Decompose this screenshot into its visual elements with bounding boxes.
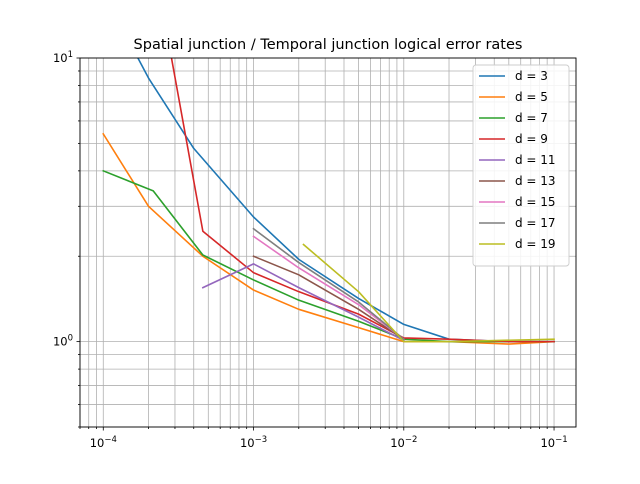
legend-box [472, 64, 570, 267]
y-tick-label: 100 [53, 334, 73, 349]
x-tick-label-base: 10 [390, 436, 405, 450]
y-tick-label-exponent: 0 [68, 334, 73, 344]
x-tick-label: 10−4 [90, 435, 117, 450]
series-line-5 [201, 263, 405, 342]
series-line-7 [252, 235, 405, 341]
series-line-9 [302, 243, 555, 343]
y-tick-label: 101 [53, 50, 73, 65]
x-tick-label: 10−1 [540, 435, 567, 450]
y-tick-label-base: 10 [53, 335, 68, 349]
series-layer [102, 58, 555, 345]
x-tick-label-base: 10 [90, 436, 105, 450]
legend-label-2: d = 5 [515, 90, 548, 104]
legend-label-8: d = 17 [515, 216, 556, 230]
y-tick-label-exponent: 1 [68, 50, 73, 60]
legend-label-3: d = 7 [515, 111, 548, 125]
x-tick-label-exponent: −1 [555, 435, 568, 445]
chart-title: Spatial junction / Temporal junction log… [134, 37, 523, 53]
series-line-8 [252, 227, 405, 341]
legend-label-5: d = 11 [515, 153, 556, 167]
plot-frame [79, 57, 577, 428]
chart-legend: d = 3 d = 5 d = 7 d = 9 d = 11 d = 13 d = 15 d … [472, 64, 570, 267]
x-tick-label: 10−3 [240, 435, 267, 450]
x-tick-label-exponent: −2 [405, 435, 418, 445]
x-tick-label-base: 10 [540, 436, 555, 450]
y-tick-label-base: 10 [53, 51, 68, 65]
x-tick-label-exponent: −3 [255, 435, 268, 445]
legend-label-9: d = 19 [515, 237, 556, 251]
legend-label-4: d = 9 [515, 132, 548, 146]
x-tick-label-base: 10 [240, 436, 255, 450]
x-tick-label: 10−2 [390, 435, 417, 450]
axes-layer [79, 57, 577, 428]
x-tick-label-exponent: −4 [104, 435, 117, 445]
legend-label-1: d = 3 [515, 69, 548, 83]
series-line-6 [252, 255, 405, 341]
series-line-2 [102, 132, 555, 345]
legend-label-7: d = 15 [515, 195, 556, 209]
legend-label-6: d = 13 [515, 174, 556, 188]
